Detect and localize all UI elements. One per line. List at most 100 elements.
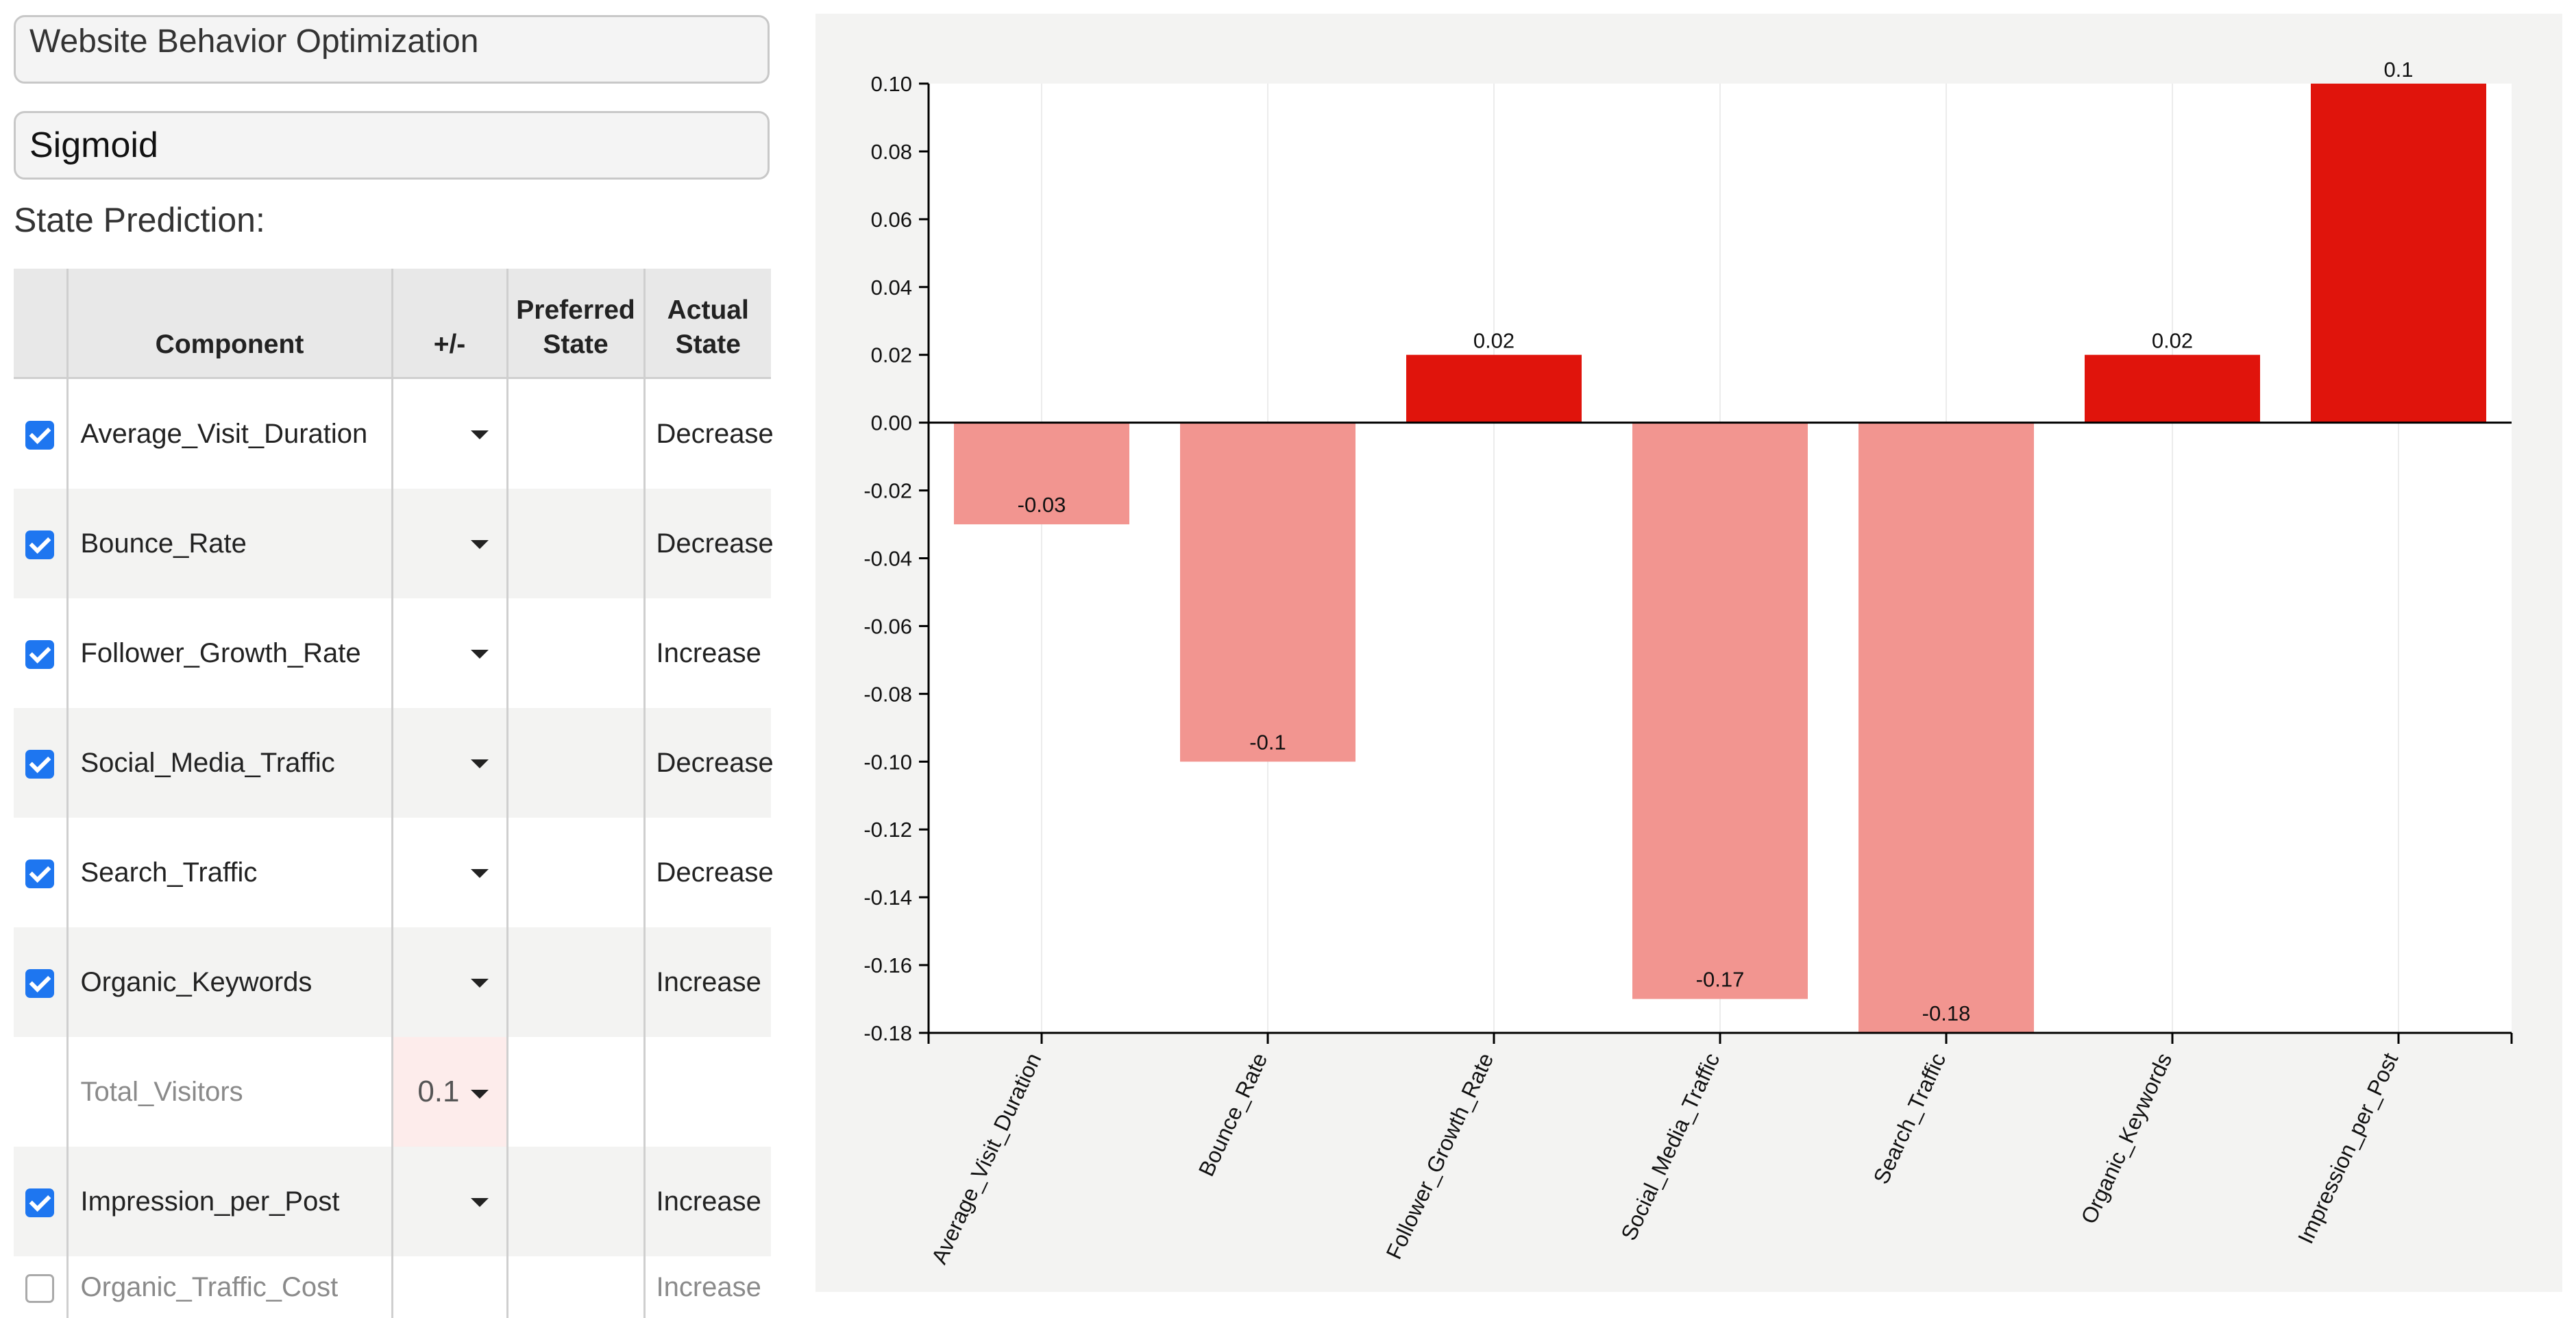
- preferred-state-cell[interactable]: [507, 818, 646, 927]
- row-select-cell: [14, 1147, 69, 1256]
- component-name: Follower_Growth_Rate: [67, 598, 393, 708]
- row-select-cell: [14, 1256, 69, 1318]
- table-row: Organic_Keywords Increase: [14, 927, 771, 1037]
- row-select-cell: [14, 598, 69, 708]
- x-tick-label: Organic_Keywords: [2076, 1049, 2176, 1228]
- row-checkbox[interactable]: [25, 530, 55, 559]
- preferred-state-cell[interactable]: [507, 708, 646, 818]
- row-checkbox[interactable]: [25, 420, 55, 450]
- chevron-down-icon[interactable]: [470, 540, 489, 550]
- bar-value-label: 0.02: [2152, 329, 2193, 353]
- y-tick-label: 0.08: [871, 140, 912, 164]
- x-tick-label: Follower_Growth_Rate: [1381, 1049, 1498, 1263]
- preferred-state-cell[interactable]: [507, 598, 646, 708]
- table-row: Impression_per_Post Increase: [14, 1147, 771, 1256]
- row-select-cell: [14, 708, 69, 818]
- row-checkbox[interactable]: [25, 1188, 55, 1217]
- table-row: Organic_Traffic_Cost Increase: [14, 1256, 771, 1318]
- y-tick-label: -0.02: [863, 479, 912, 503]
- sign-dropdown[interactable]: [392, 927, 508, 1037]
- y-tick-label: 0.04: [871, 276, 912, 300]
- y-tick-label: -0.04: [863, 547, 912, 571]
- x-tick-label: Average_Visit_Duration: [927, 1049, 1046, 1268]
- header-sign: +/-: [392, 269, 508, 379]
- bar-chart: -0.03 -0.1 0.02 -0.17 -0.18 0.02 0.1 0.10 0.08 0.…: [863, 58, 2513, 1268]
- preferred-state-cell[interactable]: [507, 1256, 646, 1318]
- y-tick-label: -0.12: [863, 818, 912, 842]
- x-tick-label: Social_Media_Traffic: [1616, 1049, 1724, 1244]
- chevron-down-icon[interactable]: [470, 1089, 489, 1099]
- sign-dropdown[interactable]: [392, 489, 508, 598]
- row-checkbox[interactable]: [25, 749, 55, 779]
- y-tick-label: 0.06: [871, 208, 912, 232]
- table-header-row: Component +/- Preferred State Actual Sta…: [14, 269, 771, 379]
- state-prediction-table: Component +/- Preferred State Actual Sta…: [14, 269, 774, 1318]
- table-row: Social_Media_Traffic Decrease: [14, 708, 774, 818]
- bar-value-label: -0.1: [1249, 730, 1286, 754]
- preferred-state-cell[interactable]: [507, 378, 646, 489]
- bar: [2311, 84, 2486, 423]
- bar-value-label: -0.03: [1018, 493, 1066, 517]
- header-select: [14, 269, 69, 379]
- sign-dropdown[interactable]: [392, 708, 508, 818]
- row-checkbox[interactable]: [25, 859, 55, 888]
- actual-state-cell: Increase: [644, 927, 771, 1037]
- sign-dropdown[interactable]: [392, 818, 508, 927]
- row-checkbox[interactable]: [25, 1273, 55, 1303]
- component-name: Bounce_Rate: [67, 489, 393, 598]
- component-name: Organic_Traffic_Cost: [67, 1256, 393, 1318]
- actual-state-cell: Increase: [644, 1147, 771, 1256]
- bar: [1180, 422, 1356, 762]
- y-tick-label: -0.14: [863, 886, 912, 910]
- y-tick-label: -0.10: [863, 750, 912, 774]
- component-name: Total_Visitors: [67, 1037, 393, 1147]
- sign-dropdown[interactable]: [392, 1256, 508, 1318]
- y-tick-label: 0.00: [871, 411, 912, 435]
- activation-function-field[interactable]: Sigmoid: [14, 111, 770, 180]
- table-row: Search_Traffic Decrease: [14, 818, 774, 927]
- chevron-down-icon[interactable]: [470, 650, 489, 659]
- x-tick-label: Impression_per_Post: [2293, 1049, 2403, 1247]
- actual-state-cell: Decrease: [656, 418, 774, 449]
- actual-state-cell: Decrease: [644, 708, 774, 818]
- sign-dropdown[interactable]: 0.1: [392, 1037, 508, 1147]
- header-preferred-state: Preferred State: [507, 269, 646, 379]
- preferred-state-cell[interactable]: [507, 1147, 646, 1256]
- sign-dropdown[interactable]: [392, 1147, 508, 1256]
- chevron-down-icon[interactable]: [470, 1198, 489, 1208]
- y-tick-label: -0.08: [863, 682, 912, 706]
- chevron-down-icon[interactable]: [470, 430, 489, 440]
- bar-value-label: 0.1: [2383, 58, 2413, 82]
- sign-dropdown[interactable]: [392, 598, 508, 708]
- x-tick-label: Bounce_Rate: [1194, 1049, 1273, 1180]
- actual-state-cell: Decrease: [644, 489, 774, 598]
- row-select-cell: [14, 1037, 69, 1147]
- component-name: Social_Media_Traffic: [67, 708, 393, 818]
- y-tick-label: -0.18: [863, 1021, 912, 1045]
- bar-value-label: 0.02: [1473, 329, 1514, 353]
- row-select-cell: [14, 378, 69, 489]
- preferred-state-cell[interactable]: [507, 1037, 646, 1147]
- model-name-field[interactable]: Website Behavior Optimization: [14, 15, 770, 84]
- preferred-state-cell[interactable]: [507, 927, 646, 1037]
- table-row: Average_Visit_Duration Decrease: [14, 378, 774, 489]
- table-row: Total_Visitors 0.1: [14, 1037, 771, 1147]
- bar: [1406, 354, 1582, 423]
- y-tick-label: -0.06: [863, 614, 912, 638]
- actual-state-cell: Decrease: [656, 857, 774, 888]
- state-prediction-label: State Prediction:: [14, 201, 265, 239]
- y-tick-label: 0.02: [871, 343, 912, 367]
- chevron-down-icon[interactable]: [470, 759, 489, 769]
- bar: [1632, 422, 1808, 999]
- component-name: Average_Visit_Duration: [67, 378, 393, 489]
- chevron-down-icon[interactable]: [470, 979, 489, 988]
- row-select-cell: [14, 489, 69, 598]
- chevron-down-icon[interactable]: [470, 869, 489, 879]
- sign-dropdown[interactable]: [392, 378, 508, 489]
- row-checkbox[interactable]: [25, 968, 55, 998]
- bar-value-label: -0.18: [1922, 1001, 1971, 1025]
- x-tick-label: Search_Traffic: [1869, 1049, 1951, 1188]
- row-checkbox[interactable]: [25, 639, 55, 669]
- preferred-state-cell[interactable]: [507, 489, 646, 598]
- actual-state-cell: Increase: [656, 1271, 761, 1302]
